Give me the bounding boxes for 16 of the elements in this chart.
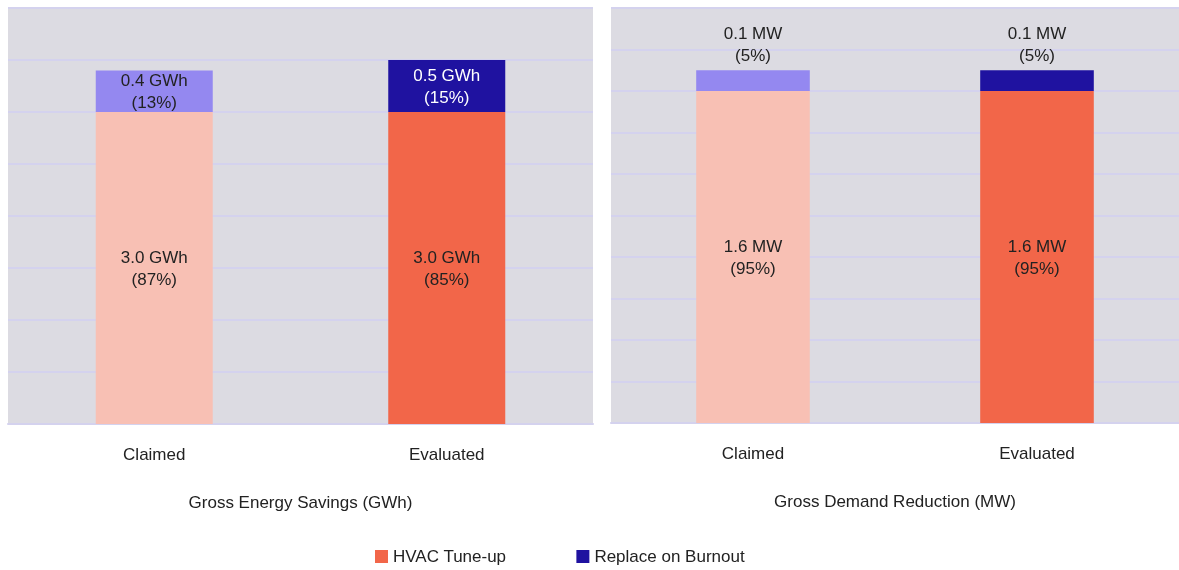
x-tick-label: Claimed <box>721 444 785 463</box>
x-tick-label: Evaluated <box>408 445 485 464</box>
data-label: 0.4 GWh (13%) <box>120 70 188 112</box>
data-label: 0.5 GWh (15%) <box>413 65 481 107</box>
x-axis-title: Gross Energy Savings (GWh) <box>188 493 413 512</box>
data-label: 3.0 GWh (87%) <box>120 247 188 289</box>
data-label: 1.6 MW (95%) <box>1007 236 1067 278</box>
data-label: 0.1 MW (5%) <box>723 23 783 65</box>
x-axis-title: Gross Demand Reduction (MW) <box>774 492 1016 511</box>
data-label: 1.6 MW (95%) <box>723 236 783 278</box>
x-tick-label: Claimed <box>123 445 186 464</box>
data-label: 0.1 MW (5%) <box>1007 23 1067 65</box>
data-label: 3.0 GWh (85%) <box>413 247 481 289</box>
x-tick-label: Evaluated <box>999 444 1075 463</box>
legend-label: HVAC Tune-up <box>393 547 507 566</box>
legend-label: Replace on Burnout <box>594 547 745 566</box>
